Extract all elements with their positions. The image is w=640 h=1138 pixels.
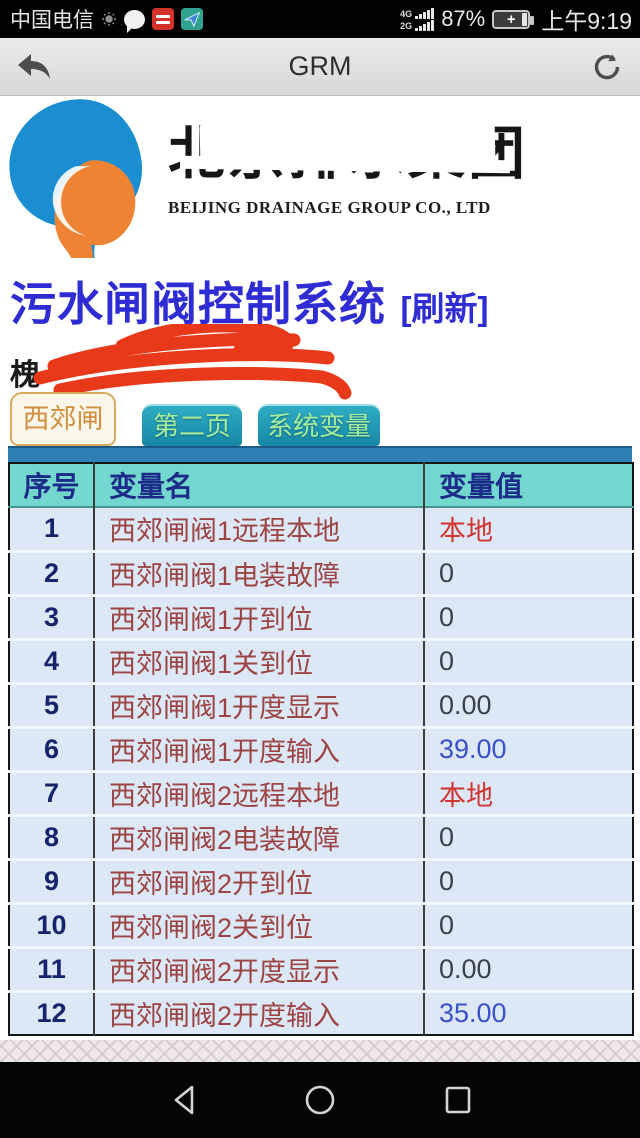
table-row: 3 西郊闸阀1开到位 0 — [9, 595, 633, 639]
sim2-network-label: 2G — [400, 20, 413, 31]
variable-value-cell: 0 — [423, 815, 633, 859]
row-serial-number: 9 — [43, 865, 60, 896]
variable-value-cell: 本地 — [423, 771, 633, 815]
row-serial-number: 5 — [43, 689, 60, 720]
table-header-row: 序号 变量名 变量值 — [9, 463, 633, 507]
tabs-underbar — [8, 446, 632, 462]
station-subtitle: 槐 — [10, 359, 40, 392]
table-row: 11 西郊闸阀2开度显示 0.00 — [9, 947, 633, 991]
variable-name-cell: 西郊闸阀1远程本地 — [93, 507, 424, 551]
header-variable-name: 变量名 — [93, 463, 424, 507]
tab-page-two[interactable]: 第二页 — [142, 404, 242, 446]
refresh-icon — [594, 54, 620, 80]
back-arrow-icon — [18, 54, 50, 79]
row-serial-number: 12 — [36, 997, 67, 1028]
signal-strength-icon: 4G 2G — [400, 7, 435, 31]
red-app-icon — [152, 8, 174, 30]
row-serial-number: 4 — [43, 645, 60, 676]
nav-recents-button[interactable] — [441, 1083, 475, 1117]
battery-percent-label: 87% — [441, 6, 486, 31]
android-nav-bar — [0, 1062, 640, 1138]
nav-home-button[interactable] — [303, 1083, 337, 1117]
header-serial: 序号 — [9, 463, 94, 507]
tab-xijiao-gate[interactable]: 西郊闸 — [10, 392, 116, 446]
row-serial-number: 11 — [37, 953, 66, 984]
browser-toolbar: GRM — [0, 38, 640, 96]
table-row: 1 西郊闸阀1远程本地 本地 — [9, 507, 633, 551]
browser-back-button[interactable] — [16, 51, 52, 83]
status-bar: 中国电信 4G 2G 87% + 上午9:19 — [0, 0, 640, 38]
variables-table: 序号 变量名 变量值 1 西郊闸阀1远程本地 本地 2 西郊闸阀1电装故障 0 3 西郊闸阀1… — [8, 462, 634, 1036]
variable-value-cell: 0 — [423, 903, 633, 947]
tab-system-variables[interactable]: 系统变量 — [258, 404, 380, 446]
row-serial-number: 6 — [43, 733, 60, 764]
table-row: 9 西郊闸阀2开到位 0 — [9, 859, 633, 903]
variable-name-cell: 西郊闸阀2远程本地 — [93, 771, 424, 815]
sun-icon — [101, 11, 117, 27]
company-name-en: BEIJING DRAINAGE GROUP CO., LTD — [168, 198, 491, 217]
carrier-label: 中国电信 — [10, 9, 94, 32]
background-pattern-strip — [0, 1040, 640, 1062]
variable-name-cell: 西郊闸阀1开度输入 — [93, 727, 424, 771]
row-serial-number: 3 — [43, 601, 60, 632]
battery-charging-icon: + — [492, 9, 535, 29]
variable-value-cell: 0.00 — [423, 683, 633, 727]
table-row: 2 西郊闸阀1电装故障 0 — [9, 551, 633, 595]
table-row: 6 西郊闸阀1开度输入 39.00 — [9, 727, 633, 771]
row-serial-number: 1 — [43, 513, 60, 544]
variable-name-cell: 西郊闸阀2关到位 — [93, 903, 424, 947]
variable-name-cell: 西郊闸阀2开度输入 — [93, 991, 424, 1035]
variable-name-cell: 西郊闸阀1开度显示 — [93, 683, 424, 727]
chat-bubble-icon — [124, 9, 145, 33]
variable-name-cell: 西郊闸阀1电装故障 — [93, 551, 424, 595]
table-row: 10 西郊闸阀2关到位 0 — [9, 903, 633, 947]
variable-value-cell: 0 — [423, 859, 633, 903]
row-serial-number: 10 — [36, 909, 67, 940]
table-row: 8 西郊闸阀2电装故障 0 — [9, 815, 633, 859]
home-circle-icon — [305, 1085, 335, 1115]
variable-name-cell: 西郊闸阀2开度显示 — [93, 947, 424, 991]
table-row: 12 西郊闸阀2开度输入 35.00 — [9, 991, 633, 1035]
variable-value-cell: 0.00 — [423, 947, 633, 991]
nav-back-button[interactable] — [168, 1083, 202, 1117]
variable-name-cell: 西郊闸阀1开到位 — [93, 595, 424, 639]
browser-refresh-button[interactable] — [592, 52, 624, 82]
header-variable-value: 变量值 — [423, 463, 633, 507]
variable-value-cell: 本地 — [423, 507, 633, 551]
refresh-link[interactable]: [刷新] — [400, 290, 489, 327]
variable-value-cell[interactable]: 39.00 — [423, 727, 633, 771]
table-row: 4 西郊闸阀1关到位 0 — [9, 639, 633, 683]
page-title: 污水闸阀控制系统 [刷新] — [10, 268, 488, 334]
variable-value-cell: 0 — [423, 595, 633, 639]
table-row: 5 西郊闸阀1开度显示 0.00 — [9, 683, 633, 727]
variable-value-cell[interactable]: 35.00 — [423, 991, 633, 1035]
variable-name-cell: 西郊闸阀2开到位 — [93, 859, 424, 903]
paper-plane-app-icon — [181, 8, 203, 30]
webpage-content: 北京排水集团 BEIJING DRAINAGE GROUP CO., LTD 污… — [0, 96, 640, 1040]
variable-value-cell: 0 — [423, 639, 633, 683]
browser-page-title: GRM — [288, 51, 352, 81]
table-body: 1 西郊闸阀1远程本地 本地 2 西郊闸阀1电装故障 0 3 西郊闸阀1开到位 0 4 西郊闸阀1关… — [9, 507, 633, 1035]
system-title: 污水闸阀控制系统 — [10, 278, 386, 330]
row-serial-number: 7 — [43, 777, 60, 808]
sim1-network-label: 4G — [400, 8, 413, 19]
clock-label: 上午9:19 — [541, 8, 632, 34]
table-row: 7 西郊闸阀2远程本地 本地 — [9, 771, 633, 815]
variable-value-cell: 0 — [423, 551, 633, 595]
company-logo-swirl-icon — [6, 98, 158, 294]
row-serial-number: 8 — [43, 821, 60, 852]
back-triangle-icon — [174, 1085, 194, 1115]
row-serial-number: 2 — [43, 557, 60, 588]
recents-square-icon — [445, 1086, 471, 1114]
variable-name-cell: 西郊闸阀2电装故障 — [93, 815, 424, 859]
variable-name-cell: 西郊闸阀1关到位 — [93, 639, 424, 683]
